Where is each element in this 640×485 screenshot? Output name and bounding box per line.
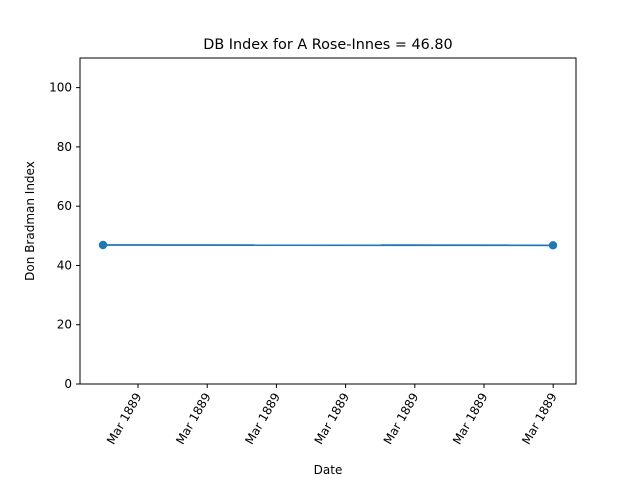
x-axis-label: Date [314, 463, 343, 477]
chart-title: DB Index for A Rose-Innes = 46.80 [203, 37, 452, 53]
y-tick-label: 60 [57, 199, 72, 213]
y-tick-label: 0 [64, 377, 72, 391]
y-tick-label: 100 [49, 81, 72, 95]
y-tick-label: 80 [57, 140, 72, 154]
data-point [99, 241, 107, 249]
data-point [549, 241, 557, 249]
y-axis-label: Don Bradman Index [23, 161, 37, 281]
y-tick-label: 40 [57, 258, 72, 272]
y-tick-label: 20 [57, 318, 72, 332]
